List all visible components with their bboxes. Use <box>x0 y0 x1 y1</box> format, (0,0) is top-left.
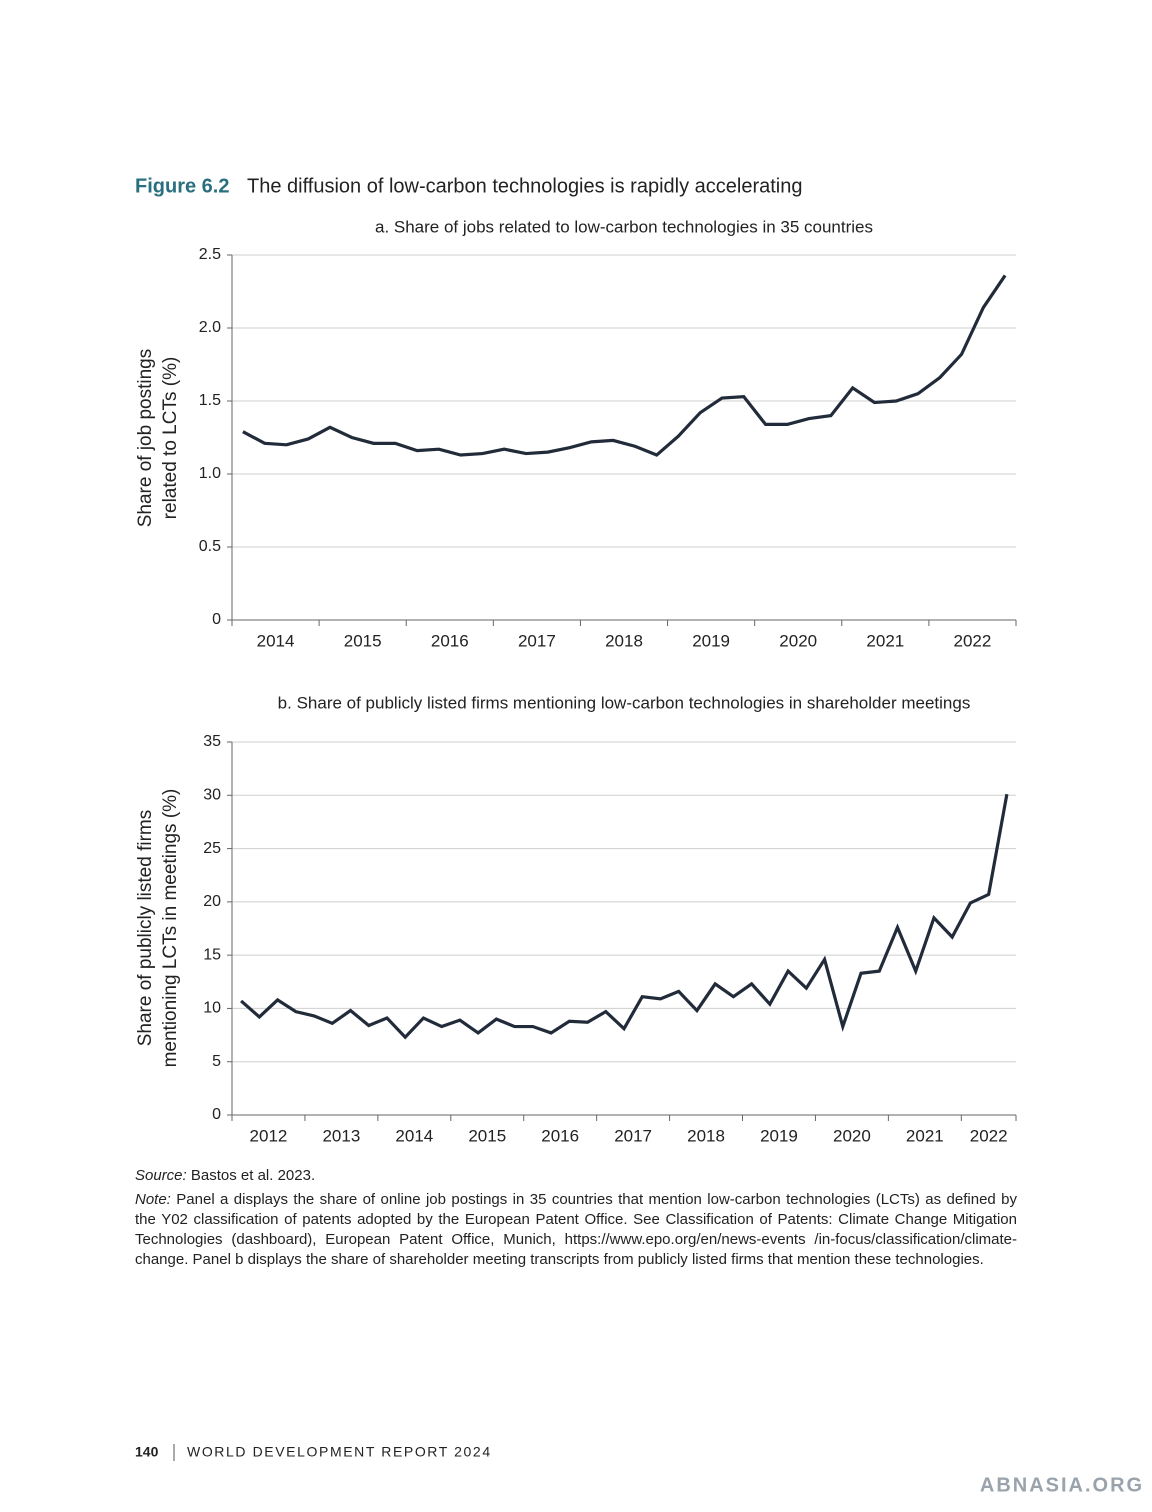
x-tick-label: 2022 <box>954 631 992 650</box>
source-label: Source: <box>135 1167 187 1184</box>
x-tick-label: 2016 <box>541 1126 579 1145</box>
data-line <box>240 793 1009 1040</box>
x-tick-label: 2016 <box>431 631 469 650</box>
x-tick-label: 2021 <box>866 631 904 650</box>
y-axis-label: related to LCTs (%) <box>160 357 181 520</box>
x-tick-label: 2019 <box>692 631 730 650</box>
x-tick-label: 2018 <box>687 1126 725 1145</box>
y-tick-label: 0 <box>212 1106 221 1123</box>
y-tick-label: 1.0 <box>199 465 221 482</box>
watermark: ABNASIA.ORG <box>980 1474 1144 1496</box>
x-tick-label: 2020 <box>779 631 817 650</box>
y-tick-label: 2.0 <box>199 319 221 336</box>
x-tick-label: 2020 <box>833 1126 871 1145</box>
y-tick-label: 25 <box>203 840 221 857</box>
report-name: WORLD DEVELOPMENT REPORT 2024 <box>187 1444 492 1460</box>
source: Source: Bastos et al. 2023. <box>135 1166 1017 1186</box>
y-tick-label: 30 <box>203 787 221 804</box>
figure-label: Figure 6.2 <box>135 175 229 197</box>
x-tick-label: 2014 <box>395 1126 433 1145</box>
y-axis-label: Share of job postings <box>135 349 156 528</box>
y-tick-label: 5 <box>212 1053 221 1070</box>
y-tick-label: 35 <box>203 733 221 750</box>
y-axis-label: Share of publicly listed firms <box>135 810 156 1047</box>
y-tick-label: 2.5 <box>199 246 221 263</box>
data-line <box>242 274 1007 457</box>
chart-title: b. Share of publicly listed firms mentio… <box>278 693 971 712</box>
x-tick-label: 2014 <box>257 631 295 650</box>
y-tick-label: 20 <box>203 893 221 910</box>
x-tick-label: 2012 <box>250 1126 288 1145</box>
y-tick-label: 0.5 <box>199 538 221 555</box>
y-tick-label: 15 <box>203 946 221 963</box>
chart-title: a. Share of jobs related to low-carbon t… <box>375 217 873 236</box>
note-text: Panel a displays the share of online job… <box>135 1191 1018 1268</box>
x-tick-label: 2022 <box>970 1126 1008 1145</box>
x-tick-label: 2013 <box>322 1126 360 1145</box>
figure-title: The diffusion of low-carbon technologies… <box>247 175 803 197</box>
x-tick-label: 2019 <box>760 1126 798 1145</box>
y-axis-label: mentioning LCTs in meetings (%) <box>160 789 181 1068</box>
x-tick-label: 2015 <box>344 631 382 650</box>
y-tick-label: 10 <box>203 1000 221 1017</box>
page-number: 140 <box>135 1444 159 1460</box>
note: Note: Panel a displays the share of onli… <box>135 1190 1017 1270</box>
note-label: Note: <box>135 1191 171 1208</box>
x-tick-label: 2017 <box>518 631 556 650</box>
y-tick-label: 0 <box>212 611 221 628</box>
y-tick-label: 1.5 <box>199 392 221 409</box>
x-tick-label: 2018 <box>605 631 643 650</box>
source-text: Bastos et al. 2023. <box>190 1167 316 1184</box>
x-tick-label: 2015 <box>468 1126 506 1145</box>
x-tick-label: 2017 <box>614 1126 652 1145</box>
x-tick-label: 2021 <box>906 1126 944 1145</box>
